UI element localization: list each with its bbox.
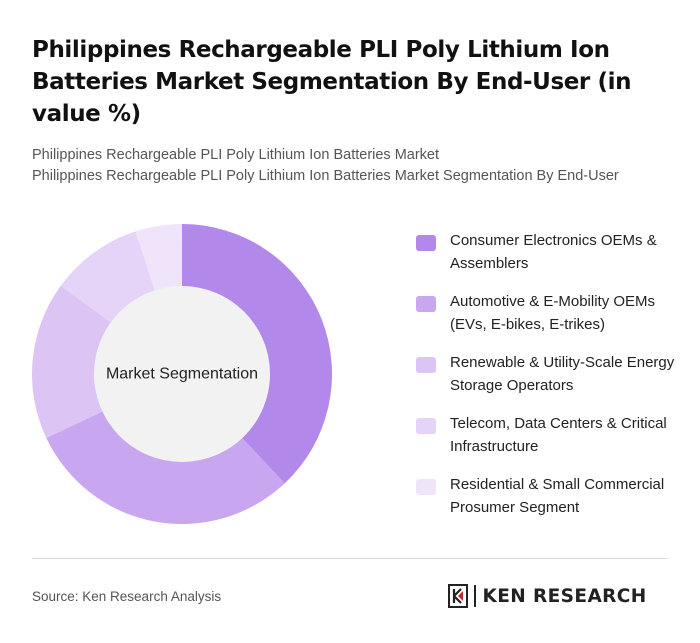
- legend-item: Telecom, Data Centers & Critical Infrast…: [416, 413, 686, 458]
- legend-item: Automotive & E-Mobility OEMs (EVs, E-bik…: [416, 291, 686, 336]
- donut-center-label: Market Segmentation: [106, 366, 258, 383]
- footer-divider: [32, 558, 668, 559]
- legend-swatch: [416, 235, 436, 251]
- subtitle-line-1: Philippines Rechargeable PLI Poly Lithiu…: [32, 147, 440, 163]
- chart-subtitle: Philippines Rechargeable PLI Poly Lithiu…: [32, 145, 682, 187]
- donut-center: [94, 286, 270, 462]
- legend-swatch: [416, 357, 436, 373]
- logo-text: KEN RESEARCH: [482, 585, 647, 607]
- legend-swatch: [416, 479, 436, 495]
- legend-item: Renewable & Utility-Scale Energy Storage…: [416, 352, 686, 397]
- legend-label: Automotive & E-Mobility OEMs (EVs, E-bik…: [450, 293, 656, 333]
- source-note: Source: Ken Research Analysis: [32, 589, 222, 604]
- legend-item: Consumer Electronics OEMs & Assemblers: [416, 230, 686, 275]
- logo-separator: [474, 585, 476, 607]
- legend-label: Consumer Electronics OEMs & Assemblers: [450, 232, 657, 272]
- legend-label: Telecom, Data Centers & Critical Infrast…: [450, 415, 667, 455]
- legend-label: Renewable & Utility-Scale Energy Storage…: [450, 354, 675, 394]
- chart-legend: Consumer Electronics OEMs & Assemblers Au…: [416, 230, 686, 535]
- legend-label: Residential & Small Commercial Prosumer …: [450, 476, 665, 516]
- donut-chart: Market Segmentation: [30, 222, 334, 526]
- chart-title: Philippines Rechargeable PLI Poly Lithiu…: [32, 37, 632, 127]
- donut-chart-svg: Market Segmentation: [32, 224, 333, 524]
- ken-research-logo-icon: [448, 584, 468, 608]
- legend-swatch: [416, 296, 436, 312]
- legend-swatch: [416, 418, 436, 434]
- legend-item: Residential & Small Commercial Prosumer …: [416, 474, 686, 519]
- subtitle-line-2: Philippines Rechargeable PLI Poly Lithiu…: [32, 168, 619, 184]
- ken-research-logo: KEN RESEARCH: [448, 583, 647, 609]
